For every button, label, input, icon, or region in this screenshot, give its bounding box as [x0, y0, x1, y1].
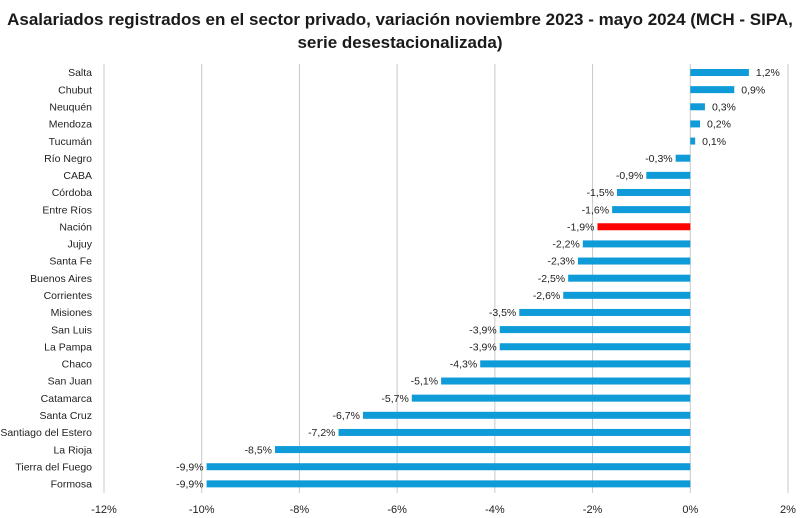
bar — [675, 154, 691, 162]
value-label: -9,9% — [176, 479, 203, 491]
bar — [690, 120, 701, 128]
category-label: San Juan — [48, 376, 93, 388]
category-label: La Rioja — [53, 444, 92, 456]
bar — [275, 446, 691, 454]
bar — [582, 240, 691, 248]
bar — [480, 360, 691, 368]
value-label: -0,3% — [645, 153, 672, 165]
category-label: Tucumán — [49, 136, 93, 148]
category-label: Tierra del Fuego — [15, 461, 92, 473]
value-label: -7,2% — [308, 427, 335, 439]
value-label: -2,3% — [547, 256, 574, 268]
category-labels: Salta Chubut Neuquén Mendoza Tucumán Río Negr… — [0, 67, 92, 490]
value-label: -4,3% — [450, 359, 477, 371]
x-tick-label: -6% — [387, 504, 407, 516]
value-label: -0,9% — [616, 170, 643, 182]
value-label: -2,6% — [533, 290, 560, 302]
bar — [362, 411, 691, 419]
x-tick-label: 2% — [780, 504, 796, 516]
value-label: -8,5% — [245, 444, 272, 456]
bar — [690, 103, 705, 111]
bar — [411, 394, 691, 402]
value-label: 0,3% — [712, 101, 736, 113]
category-label: Mendoza — [49, 119, 92, 131]
value-label: -1,6% — [582, 204, 609, 216]
bar — [441, 377, 691, 385]
bar — [646, 171, 691, 179]
value-label: -1,5% — [587, 187, 614, 199]
bar — [499, 343, 691, 351]
bar — [563, 291, 691, 299]
bar — [577, 257, 691, 265]
bar — [206, 480, 691, 488]
category-label: Chaco — [62, 359, 93, 371]
value-label: -2,5% — [538, 273, 565, 285]
bar — [499, 326, 691, 334]
bar — [597, 223, 691, 231]
value-label: -9,9% — [176, 461, 203, 473]
category-label: Catamarca — [41, 393, 93, 405]
x-tick-label: -10% — [189, 504, 215, 516]
category-label: Formosa — [51, 479, 93, 491]
value-label: -5,1% — [411, 376, 438, 388]
category-label: Buenos Aires — [30, 273, 92, 285]
category-label: Misiones — [51, 307, 92, 319]
value-label: -3,9% — [469, 341, 496, 353]
bar — [690, 69, 749, 76]
category-label: La Pampa — [44, 341, 92, 353]
bar — [568, 274, 691, 282]
bar — [519, 308, 691, 316]
category-label: Córdoba — [52, 187, 92, 199]
category-label: Río Negro — [44, 153, 92, 165]
x-tick-label: -12% — [91, 504, 117, 516]
value-label: 0,2% — [707, 119, 731, 131]
x-tick-label: -2% — [583, 504, 603, 516]
bar — [690, 137, 696, 145]
bars — [206, 69, 749, 488]
bar — [206, 463, 691, 471]
bar — [338, 428, 691, 436]
category-label: San Luis — [51, 324, 92, 336]
category-label: Santa Cruz — [39, 410, 92, 422]
value-label: -1,9% — [567, 221, 594, 233]
x-axis-ticks: -12% -10% -8% -6% -4% -2% 0% 2% — [91, 504, 796, 516]
category-label: Neuquén — [49, 101, 92, 113]
value-label: 0,9% — [741, 84, 765, 96]
bar — [690, 86, 735, 94]
x-tick-label: -4% — [485, 504, 505, 516]
category-label: Corrientes — [44, 290, 92, 302]
value-label: -3,9% — [469, 324, 496, 336]
category-label: Jujuy — [67, 239, 92, 251]
x-tick-label: 0% — [682, 504, 698, 516]
category-label: Salta — [68, 67, 92, 79]
value-label: -5,7% — [381, 393, 408, 405]
bar — [617, 188, 691, 196]
category-label: Nación — [59, 221, 92, 233]
category-label: Chubut — [58, 84, 92, 96]
value-label: 1,2% — [756, 67, 780, 79]
value-label: 0,1% — [702, 136, 726, 148]
value-label: -3,5% — [489, 307, 516, 319]
category-label: Santa Fe — [49, 256, 92, 268]
value-label: -6,7% — [333, 410, 360, 422]
value-label: -2,2% — [552, 239, 579, 251]
category-label: Santiago del Estero — [0, 427, 92, 439]
x-tick-label: -8% — [290, 504, 310, 516]
category-label: Entre Ríos — [42, 204, 92, 216]
category-label: CABA — [63, 170, 92, 182]
value-labels: 1,2% 0,9% 0,3% 0,2% 0,1% -0,3%-0,9%-1,5% -1,6%… — [176, 67, 780, 490]
chart-title: Asalariados registrados en el sector pri… — [7, 10, 793, 52]
bar — [612, 206, 691, 214]
